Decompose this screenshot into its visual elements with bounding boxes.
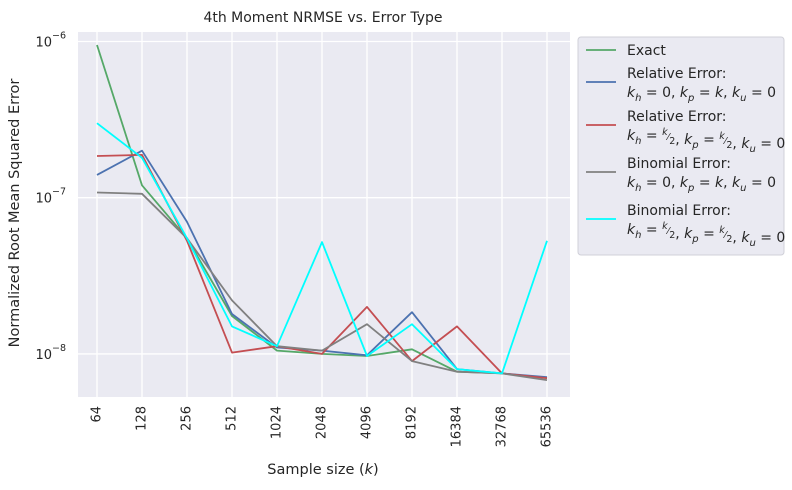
legend-label-2: Relative Error:	[627, 66, 727, 82]
y-axis-label: Normalized Root Mean Squared Error	[7, 79, 23, 348]
x-axis-label: Sample size (k)	[267, 462, 378, 478]
plot-area	[78, 32, 570, 397]
x-tick-label: 8192	[405, 406, 420, 439]
series-lines	[96, 44, 548, 381]
x-tick-label: 4096	[360, 406, 375, 439]
x-tick-label: 16384	[450, 406, 465, 447]
x-tick-label: 32768	[495, 406, 510, 447]
legend-label-1: Exact	[627, 43, 666, 59]
legend-math-2: kh = 0, kp = k, ku = 0	[627, 85, 776, 104]
x-tick-label: 512	[225, 406, 240, 431]
series-line-4	[96, 191, 548, 381]
y-tick-label: 10−6	[35, 30, 66, 50]
series-line-5	[96, 122, 548, 375]
legend-math-3: kh = k⁄2, kp = k⁄2, ku = 0	[627, 127, 785, 155]
legend-label-5: Binomial Error:	[627, 203, 731, 219]
grid	[78, 32, 570, 397]
x-tick-label: 128	[135, 406, 150, 431]
legend-label-4: Binomial Error:	[627, 156, 731, 172]
x-tick-label: 256	[180, 406, 195, 431]
legend-label-3: Relative Error:	[627, 109, 727, 125]
y-tick-labels: 10−8 10−7 10−6	[35, 30, 66, 362]
y-tick-label: 10−7	[35, 187, 66, 207]
x-tick-labels: 64 128 256 512 1024 2048 4096 8192 16384 32768 655…	[90, 406, 555, 447]
chart-title: 4th Moment NRMSE vs. Error Type	[203, 10, 442, 26]
legend: Exact Relative Error: kh = 0, kp = k, ku =…	[577, 36, 785, 256]
x-tick-label: 64	[90, 406, 105, 423]
x-tick-label: 1024	[270, 406, 285, 439]
x-tick-label: 2048	[315, 406, 330, 439]
legend-math-4: kh = 0, kp = k, ku = 0	[627, 175, 776, 194]
y-tick-label: 10−8	[35, 343, 66, 363]
legend-box	[577, 36, 785, 256]
x-tick-label: 65536	[540, 406, 555, 447]
legend-math-5: kh = k⁄2, kp = k⁄2, ku = 0	[627, 221, 785, 249]
